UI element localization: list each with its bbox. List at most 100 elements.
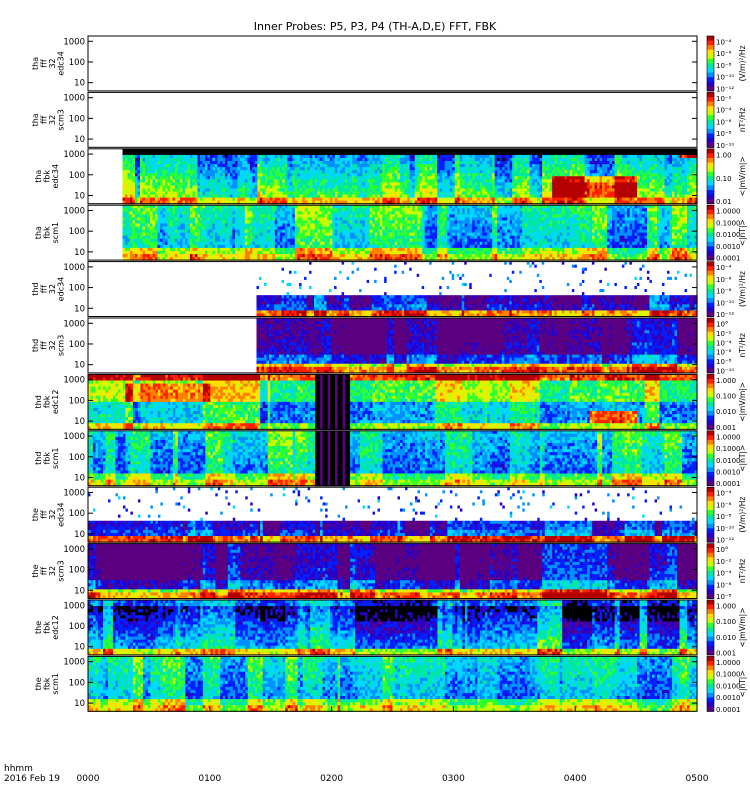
- y-tick-label: 100: [69, 622, 85, 632]
- colorbar-swatch: [707, 318, 714, 323]
- panel-the-fbk-scm1: 101001000thefbkscm11.00000.10000.01000.0…: [34, 656, 747, 713]
- colorbar-swatch: [707, 73, 714, 78]
- colorbar-swatch: [707, 506, 714, 511]
- ylabel-line: scm3: [57, 560, 66, 581]
- spectrogram-cells: [88, 656, 698, 712]
- y-tick-label: 100: [69, 678, 85, 688]
- panel-thd-fbk-edc12: 101001000thdfbkedc121.0000.1000.0100.001…: [34, 374, 747, 431]
- y-tick-label: 10: [74, 643, 85, 653]
- colorbar-swatch: [707, 698, 714, 703]
- colorbar-tick-label: 10⁻⁸: [716, 593, 732, 601]
- colorbar-tick-label: 10⁻⁴: [716, 490, 732, 498]
- colorbar-swatch: [707, 544, 714, 549]
- colorbar-swatch: [707, 275, 714, 280]
- colorbar-tick-label: 10⁻⁶: [716, 118, 732, 126]
- colorbar-tick-label: 0.0010: [716, 694, 741, 702]
- colorbar-swatch: [707, 589, 714, 594]
- x-tick-label: 0500: [686, 774, 709, 784]
- ylabel-line: edc34: [57, 502, 66, 527]
- colorbar-tick-label: 10⁻⁶: [716, 276, 732, 284]
- panel-ylabel: thdfbkedc12: [34, 390, 60, 415]
- colorbar-swatch: [707, 359, 714, 364]
- y-tick-label: 10: [74, 530, 85, 540]
- colorbar-swatch: [707, 120, 714, 125]
- colorbar-swatch: [707, 280, 714, 285]
- colorbar-unit: (V/m)²/Hz: [738, 271, 747, 307]
- ylabel-line: edc12: [51, 390, 60, 415]
- colorbar-swatch: [707, 524, 714, 529]
- colorbar-swatch: [707, 36, 714, 41]
- colorbar-swatch: [707, 323, 714, 328]
- y-tick-label: 100: [69, 340, 85, 350]
- colorbar-tick-label: 10⁻⁴: [716, 107, 732, 115]
- x-tick-label: 0000: [77, 774, 100, 784]
- colorbar-swatch: [707, 289, 714, 294]
- colorbar-tick-label: 10⁻⁸: [716, 358, 732, 366]
- colorbar-swatch: [707, 492, 714, 497]
- date-label: 2016 Feb 19: [4, 774, 60, 784]
- colorbar-tick-label: 1.0000: [716, 659, 741, 667]
- spectrogram-cells: [88, 431, 698, 487]
- colorbar-tick-label: 10⁻⁶: [716, 581, 732, 589]
- colorbar-swatch: [707, 393, 714, 398]
- colorbar-swatch: [707, 374, 714, 379]
- colorbar-swatch: [707, 528, 714, 533]
- colorbar-swatch: [707, 92, 714, 97]
- time-axis-label: hhmm: [4, 764, 33, 774]
- colorbar-swatch: [707, 614, 714, 619]
- ylabel-line: edc12: [51, 615, 60, 640]
- colorbar-swatch: [707, 68, 714, 73]
- colorbar-unit: nT²/Hz: [738, 108, 747, 133]
- colorbar-tick-label: 10⁻¹⁰: [716, 299, 734, 307]
- x-tick-label: 0300: [442, 774, 465, 784]
- colorbar-swatch: [707, 210, 714, 215]
- x-tick-label: 0200: [320, 774, 343, 784]
- colorbar-swatch: [707, 487, 714, 492]
- colorbar-swatch: [707, 176, 714, 181]
- colorbar-swatch: [707, 185, 714, 190]
- spectrogram-cells: [256, 318, 697, 374]
- panel-thd-fbk-scm1: 101001000thdfbkscm11.00000.10000.01000.0…: [34, 431, 747, 488]
- colorbar-swatch: [707, 675, 714, 680]
- panel-ylabel: thafff32edc34: [31, 51, 66, 76]
- colorbar-swatch: [707, 345, 714, 350]
- colorbar-swatch: [707, 454, 714, 459]
- colorbar-swatch: [707, 449, 714, 454]
- y-tick-label: 1000: [63, 545, 85, 555]
- colorbar-swatch: [707, 350, 714, 355]
- colorbar-tick-label: 1.00: [716, 151, 732, 159]
- panel-ylabel: thdfff32edc34: [31, 277, 66, 302]
- y-tick-label: 1000: [63, 432, 85, 442]
- colorbar-tick-label: 10°: [716, 546, 728, 554]
- y-tick-label: 10: [74, 361, 85, 371]
- panel-the-fff-32-edc34: 101001000thefff32edc3410⁻⁴10⁻⁶10⁻⁸10⁻¹⁰1…: [31, 487, 747, 544]
- colorbar-swatch: [707, 416, 714, 421]
- ylabel-line: scm3: [57, 335, 66, 356]
- colorbar-thd-fbk-edc12: 1.0000.1000.0100.001<|mV/m|>: [707, 374, 747, 431]
- colorbar-swatch: [707, 190, 714, 195]
- colorbar-swatch: [707, 172, 714, 177]
- colorbar-swatch: [707, 266, 714, 271]
- colorbar-tick-label: 0.0001: [716, 480, 741, 488]
- y-tick-label: 1000: [63, 37, 85, 47]
- colorbar-tick-label: 10⁻¹⁰: [716, 74, 734, 82]
- panel-ylabel: thafff32scm3: [31, 109, 66, 130]
- colorbar-swatch: [707, 237, 714, 242]
- colorbar-swatch: [707, 50, 714, 55]
- colorbar-swatch: [707, 307, 714, 312]
- colorbar-tick-label: 10⁻²: [716, 95, 732, 103]
- colorbar-swatch: [707, 445, 714, 450]
- colorbar-swatch: [707, 224, 714, 229]
- colorbar-swatch: [707, 214, 714, 219]
- colorbar-tick-label: 0.010: [716, 408, 736, 416]
- colorbar-tick-label: 10⁻¹²: [716, 537, 734, 545]
- y-tick-label: 10: [74, 473, 85, 483]
- colorbar-tick-label: 10⁻⁴: [716, 264, 732, 272]
- ylabel-line: edc34: [57, 277, 66, 302]
- colorbar-tick-label: 0.0010: [716, 243, 741, 251]
- y-tick-label: 1000: [63, 263, 85, 273]
- colorbar-unit: nT²/Hz: [738, 333, 747, 358]
